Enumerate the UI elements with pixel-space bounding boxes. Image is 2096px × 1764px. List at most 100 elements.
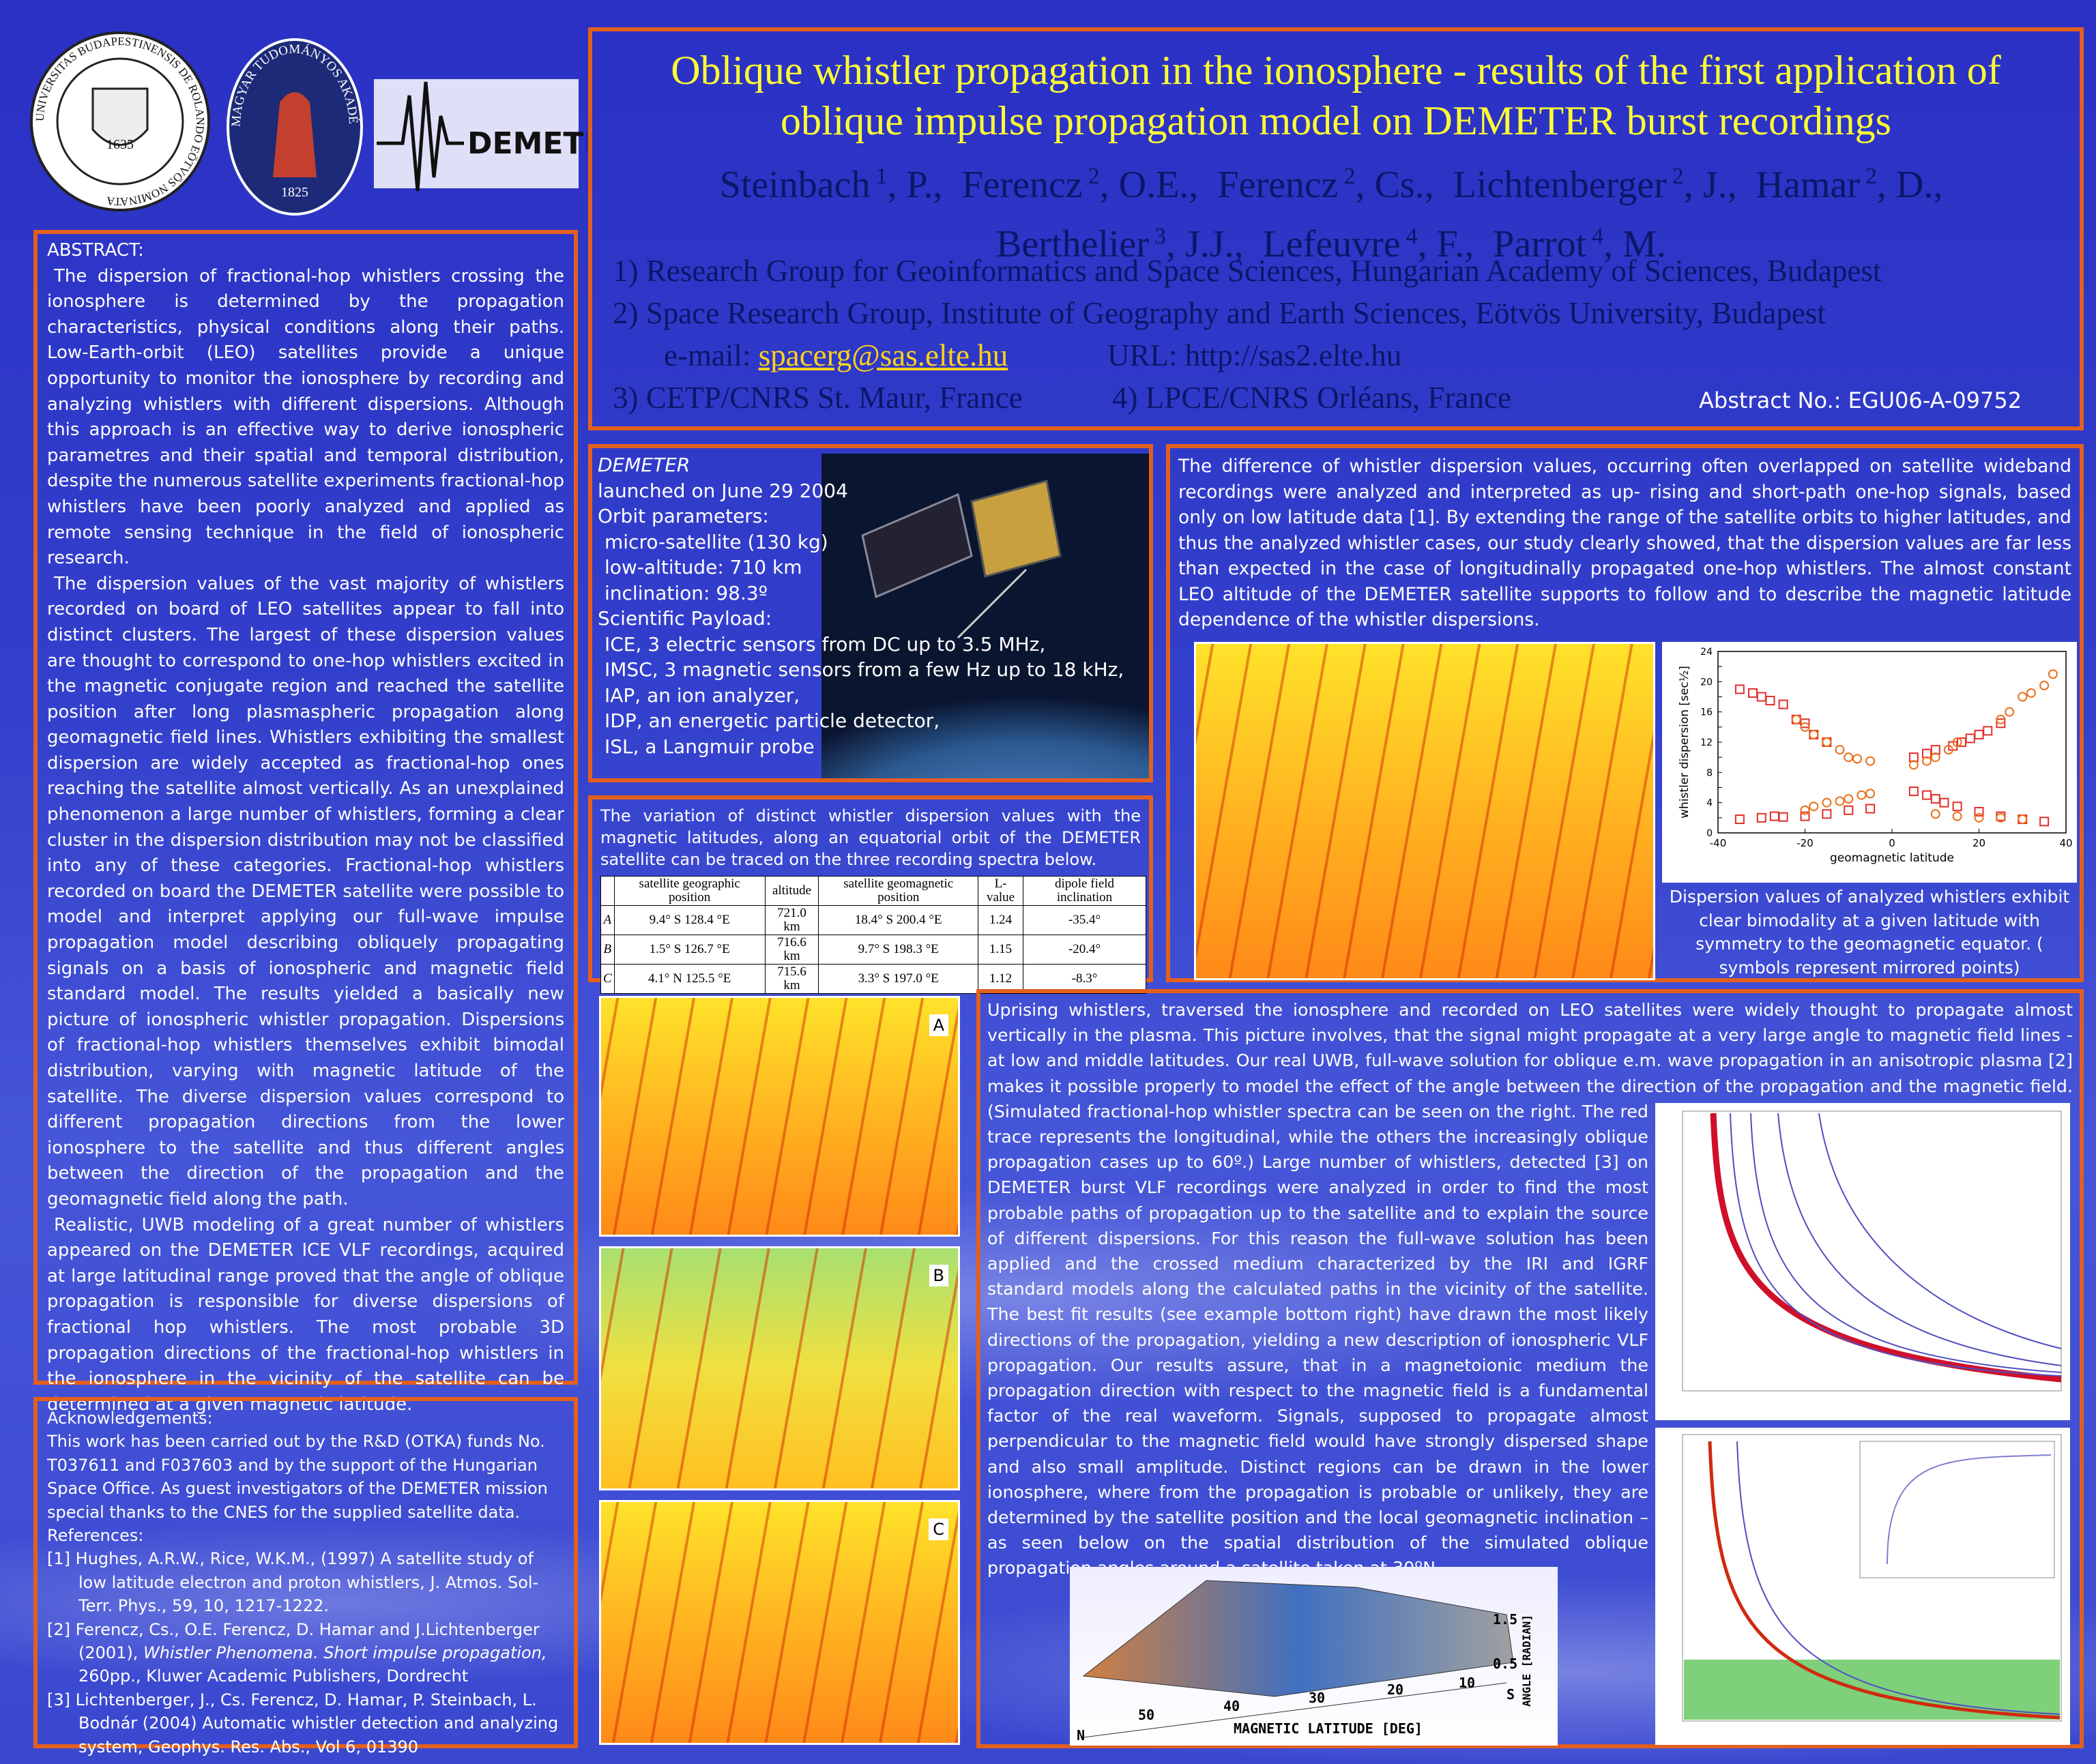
abstract-paragraph: The dispersion of fractional-hop whistle… bbox=[47, 265, 564, 569]
table-cell: -8.3° bbox=[1023, 964, 1146, 994]
abstract-no: Abstract No.: EGU06-A-09752 bbox=[1699, 387, 2022, 413]
oblique-trace bbox=[1777, 1113, 2062, 1366]
scatter-point bbox=[1996, 812, 2006, 823]
ref-label: [3] bbox=[47, 1690, 70, 1709]
surface bbox=[1082, 1580, 1514, 1697]
oblique-trace bbox=[1730, 1113, 2062, 1377]
x-tick-label: 0 bbox=[1889, 837, 1895, 849]
plot-frame bbox=[1682, 1434, 2062, 1722]
email-link[interactable]: spacerg@sas.elte.hu bbox=[758, 338, 1008, 372]
angle-plot: MAGNETIC LATITUDE [DEG] ANGLE [RADIAN] 5… bbox=[1070, 1567, 1558, 1746]
y-tick-label: 0 bbox=[1706, 828, 1713, 839]
spectrum-label: B bbox=[929, 1265, 948, 1287]
ref-italic: Whistler Phenomena. Short impulse propag… bbox=[143, 1643, 547, 1663]
angle-x-label: MAGNETIC LATITUDE [DEG] bbox=[1234, 1720, 1423, 1737]
author-name: Hamar bbox=[1756, 163, 1860, 206]
scatter-point bbox=[1822, 737, 1832, 747]
ref-text: Ferencz, Cs., O.E. Ferencz, D. Hamar and… bbox=[75, 1619, 540, 1663]
author-affiliation: 4 bbox=[1406, 223, 1418, 249]
title-box: Oblique whistler propagation in the iono… bbox=[588, 27, 2084, 430]
orbit-item: low-altitude: 710 km bbox=[605, 556, 802, 578]
author-initials: , J.J., bbox=[1165, 223, 1244, 266]
table-cell: -20.4° bbox=[1023, 935, 1146, 965]
oblique-trace bbox=[1750, 1113, 2062, 1373]
reference: [3] Lichtenberger, J., Cs. Ferencz, D. H… bbox=[47, 1688, 564, 1759]
y-axis-label: whistler dispersion [sec½] bbox=[1678, 666, 1691, 819]
inset bbox=[1859, 1441, 2055, 1578]
x-tick-label: 20 bbox=[1973, 837, 1985, 849]
spectrogram: A bbox=[599, 996, 960, 1237]
oblique-trace bbox=[1736, 1441, 2061, 1715]
author-name: Lichtenberger bbox=[1453, 163, 1667, 206]
ack-text: This work has been carried out by the R&… bbox=[47, 1432, 548, 1522]
abstract-paragraph: The dispersion values of the vast majori… bbox=[47, 573, 564, 1209]
scatter-point bbox=[1865, 756, 1876, 766]
ref-label: [2] bbox=[47, 1619, 70, 1639]
solar-panel bbox=[861, 493, 973, 599]
ref-text: 260pp., Kluwer Academic Publishers, Dord… bbox=[78, 1666, 469, 1686]
author-initials: , O.E., bbox=[1099, 163, 1199, 206]
elte-year: 1635 bbox=[106, 137, 134, 152]
axis bbox=[1083, 1682, 1507, 1738]
table-cell: 4.1° N 125.5 °E bbox=[613, 964, 766, 994]
spectrum-label: A bbox=[929, 1014, 948, 1036]
author: Ferencz 2, O.E., bbox=[961, 164, 1198, 206]
author: Steinbach 1, P., bbox=[720, 164, 943, 206]
scatter-point bbox=[1974, 729, 1984, 739]
references-heading: References: bbox=[47, 1526, 144, 1546]
best-fit-spectrum bbox=[1655, 1428, 2070, 1745]
angle-tick: 20 bbox=[1387, 1681, 1404, 1698]
author: Lichtenberger 2, J., bbox=[1453, 164, 1737, 206]
uprising-text: Uprising whistlers, traversed the ionosp… bbox=[987, 1000, 2073, 1578]
table-row: C 4.1° N 125.5 °E 715.6 km 3.3° S 197.0 °E 1… bbox=[600, 964, 1146, 994]
scatter-point bbox=[1822, 809, 1832, 819]
scatter-point bbox=[1835, 796, 1845, 806]
scatter-point bbox=[1930, 794, 1940, 804]
author-name: Lefeuvre bbox=[1262, 223, 1401, 266]
spectrogram: B bbox=[599, 1246, 960, 1490]
payload-item: IDP, an energetic particle detector, bbox=[605, 709, 940, 732]
scatter-point bbox=[1769, 811, 1779, 821]
scatter-point bbox=[1996, 714, 2006, 724]
figure-caption: Dispersion values of analyzed whistlers … bbox=[1669, 887, 2070, 977]
table-cell: 9.7° S 198.3 °E bbox=[818, 935, 979, 965]
scatter-point bbox=[2039, 680, 2050, 690]
scatter-point bbox=[1844, 794, 1854, 804]
scatter-point bbox=[1765, 696, 1775, 706]
scatter-point bbox=[1756, 812, 1766, 823]
scatter-point bbox=[1939, 797, 1949, 808]
author-affiliation: 1 bbox=[875, 164, 888, 189]
x-axis-label: geomagnetic latitude bbox=[1830, 851, 1954, 865]
scatter-point bbox=[1809, 802, 1819, 812]
references: [1] Hughes, A.R.W., Rice, W.K.M., (1997)… bbox=[47, 1547, 564, 1759]
author: Ferencz 2, Cs., bbox=[1217, 164, 1433, 206]
scatter-point bbox=[1800, 722, 1810, 732]
ref-text: Lichtenberger, J., Cs. Ferencz, D. Hamar… bbox=[75, 1690, 559, 1756]
demeter-logo-text: DEMETER bbox=[467, 126, 587, 161]
ref-label: [1] bbox=[47, 1549, 70, 1569]
author-name: Ferencz bbox=[1217, 163, 1339, 206]
table-cell: 9.4° S 128.4 °E bbox=[613, 905, 766, 935]
plot-frame bbox=[1682, 1111, 2062, 1392]
angle-tick: 0.5 bbox=[1493, 1656, 1518, 1672]
spectrogram bbox=[1194, 642, 1655, 980]
difference-text: The difference of whistler dispersion va… bbox=[1178, 456, 2071, 630]
inset-curve bbox=[1887, 1454, 2052, 1565]
affiliation: 4) LPCE/CNRS Orléans, France bbox=[1112, 381, 1511, 415]
scatter-point bbox=[1822, 797, 1832, 808]
table-row: A 9.4° S 128.4 °E 721.0 km 18.4° S 200.4 °E… bbox=[600, 905, 1146, 935]
scatter-point bbox=[1809, 729, 1819, 739]
author-name: Steinbach bbox=[719, 163, 871, 206]
angle-surface bbox=[1082, 1580, 1514, 1738]
x-tick-label: 40 bbox=[2059, 837, 2072, 849]
scatter-point bbox=[2026, 688, 2036, 698]
author-initials: , P., bbox=[887, 163, 943, 206]
table-header-row: satellite geographic position altitude sat… bbox=[600, 876, 1146, 906]
variation-box: The variation of distinct whistler dispe… bbox=[588, 795, 1153, 994]
y-tick-label: 20 bbox=[1700, 677, 1713, 688]
payload-item: ISL, a Langmuir probe bbox=[605, 735, 815, 758]
scatter-point bbox=[1930, 809, 1940, 819]
angle-z-label: ANGLE [RADIAN] bbox=[1520, 1615, 1533, 1707]
elte-ring bbox=[56, 57, 184, 186]
